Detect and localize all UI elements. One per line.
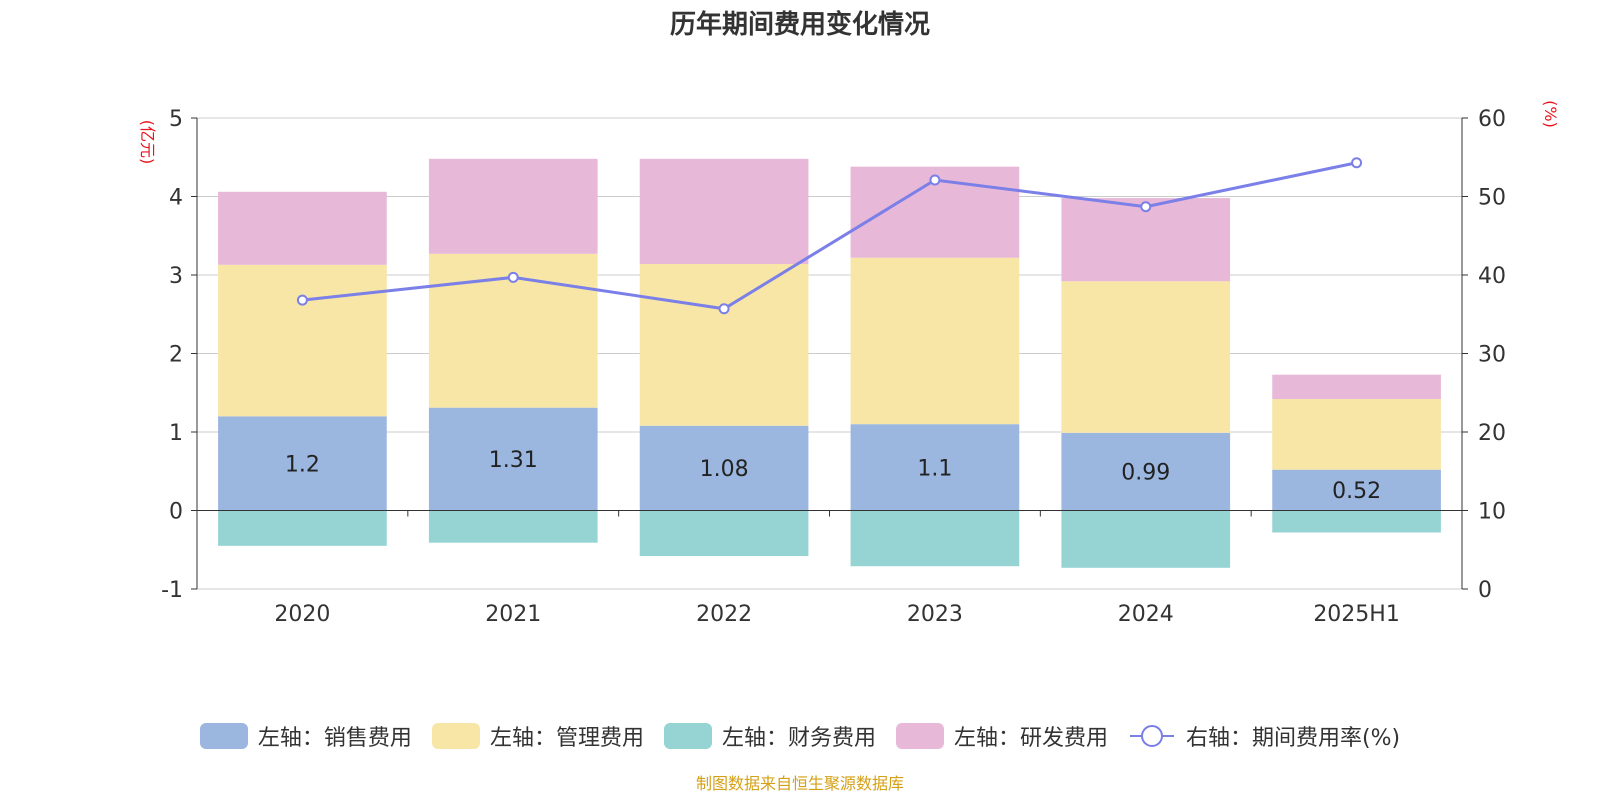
bar-finance-2023: [850, 510, 1020, 567]
bar-左轴：管理费用-2020: [218, 264, 387, 417]
bar-左轴：销售费用-2022: [639, 425, 809, 511]
left-tick-label: 2: [169, 343, 183, 368]
left-tick-label: 0: [169, 500, 183, 525]
bar-左轴：销售费用-2024: [1061, 432, 1231, 511]
bar-左轴：管理费用-2024: [1061, 281, 1231, 433]
bar-finance-2022: [639, 510, 809, 557]
data-label-sales: 1.2: [285, 452, 320, 477]
left-tick-label: 4: [169, 186, 183, 211]
legend-label-rnd: 左轴：研发费用: [953, 726, 1108, 751]
legend-item-rnd[interactable]: 左轴：研发费用: [895, 720, 1108, 752]
bar-左轴：研发费用-2022: [639, 158, 809, 265]
bar-左轴：销售费用-2020: [218, 416, 387, 511]
bar-左轴：销售费用-2021: [428, 407, 598, 511]
data-label-sales: 1.31: [489, 448, 538, 473]
chart-title: 历年期间费用变化情况: [669, 10, 930, 40]
left-tick-label: -1: [161, 578, 183, 603]
expense-rate-point: [929, 174, 941, 186]
right-axis-unit-label: (%): [1541, 100, 1560, 128]
bar-左轴：管理费用-2022: [639, 264, 809, 426]
left-tick-label: 5: [169, 107, 183, 132]
expense-rate-point: [1140, 201, 1152, 213]
bar-左轴：研发费用-2021: [428, 158, 598, 254]
x-tick-label: 2021: [485, 602, 541, 627]
data-label-sales: 0.99: [1121, 461, 1170, 486]
bar-左轴：管理费用-2025H1: [1272, 399, 1441, 470]
x-tick-label: 2024: [1118, 602, 1174, 627]
bar-finance-2021: [428, 510, 598, 543]
bar-finance-2025H1: [1272, 510, 1441, 533]
expense-rate-point: [1351, 157, 1363, 169]
legend-swatch-sales: [199, 723, 248, 749]
right-tick-label: 10: [1478, 500, 1506, 525]
legend-item-sales[interactable]: 左轴：销售费用: [199, 720, 412, 752]
legend-swatch-admin: [431, 723, 480, 749]
x-tick-label: 2020: [274, 602, 330, 627]
legend-label-sales: 左轴：销售费用: [257, 726, 412, 751]
bar-左轴：研发费用-2025H1: [1272, 374, 1441, 400]
x-tick-label: 2025H1: [1313, 602, 1400, 627]
legend-label-finance: 左轴：财务费用: [721, 726, 876, 751]
right-tick-label: 40: [1478, 264, 1506, 289]
bar-左轴：管理费用-2023: [850, 257, 1020, 425]
x-tick-label: 2022: [696, 602, 752, 627]
bar-左轴：销售费用-2023: [850, 424, 1020, 511]
data-label-sales: 1.08: [700, 457, 749, 482]
legend-item-admin[interactable]: 左轴：管理费用: [431, 720, 644, 752]
expense-rate-point: [296, 294, 308, 306]
right-tick-label: 50: [1478, 186, 1506, 211]
source-note: 制图数据来自恒生聚源数据库: [695, 774, 904, 793]
legend-label-expense-rate: 右轴：期间费用率(%): [1185, 726, 1401, 751]
legend-swatch-rnd: [895, 723, 944, 749]
legend-label-admin: 左轴：管理费用: [489, 726, 644, 751]
line-marker-icon: [1129, 725, 1174, 747]
bar-左轴：研发费用-2020: [218, 191, 387, 265]
left-tick-label: 3: [169, 264, 183, 289]
left-axis-unit-label: (亿元): [138, 120, 157, 165]
chart-legend: 左轴：销售费用 左轴：管理费用 左轴：财务费用 左轴：研发费用 右轴：期间费用率…: [0, 720, 1600, 752]
legend-item-finance[interactable]: 左轴：财务费用: [663, 720, 876, 752]
expense-rate-point: [718, 303, 730, 315]
right-tick-label: 20: [1478, 421, 1506, 446]
data-label-sales: 0.52: [1332, 479, 1381, 504]
data-label-sales: 1.1: [917, 456, 952, 481]
right-tick-label: 60: [1478, 107, 1506, 132]
bar-finance-2020: [218, 510, 387, 546]
legend-item-expense-rate[interactable]: 右轴：期间费用率(%): [1128, 720, 1400, 752]
expense-rate-point: [507, 271, 519, 283]
right-tick-label: 0: [1478, 578, 1492, 603]
bar-finance-2024: [1061, 510, 1231, 568]
left-tick-label: 1: [169, 421, 183, 446]
bar-左轴：销售费用-2025H1: [1272, 469, 1441, 511]
right-tick-label: 30: [1478, 343, 1506, 368]
legend-swatch-finance: [663, 723, 712, 749]
x-tick-label: 2023: [907, 602, 963, 627]
expense-rate-line: [302, 161, 1357, 311]
